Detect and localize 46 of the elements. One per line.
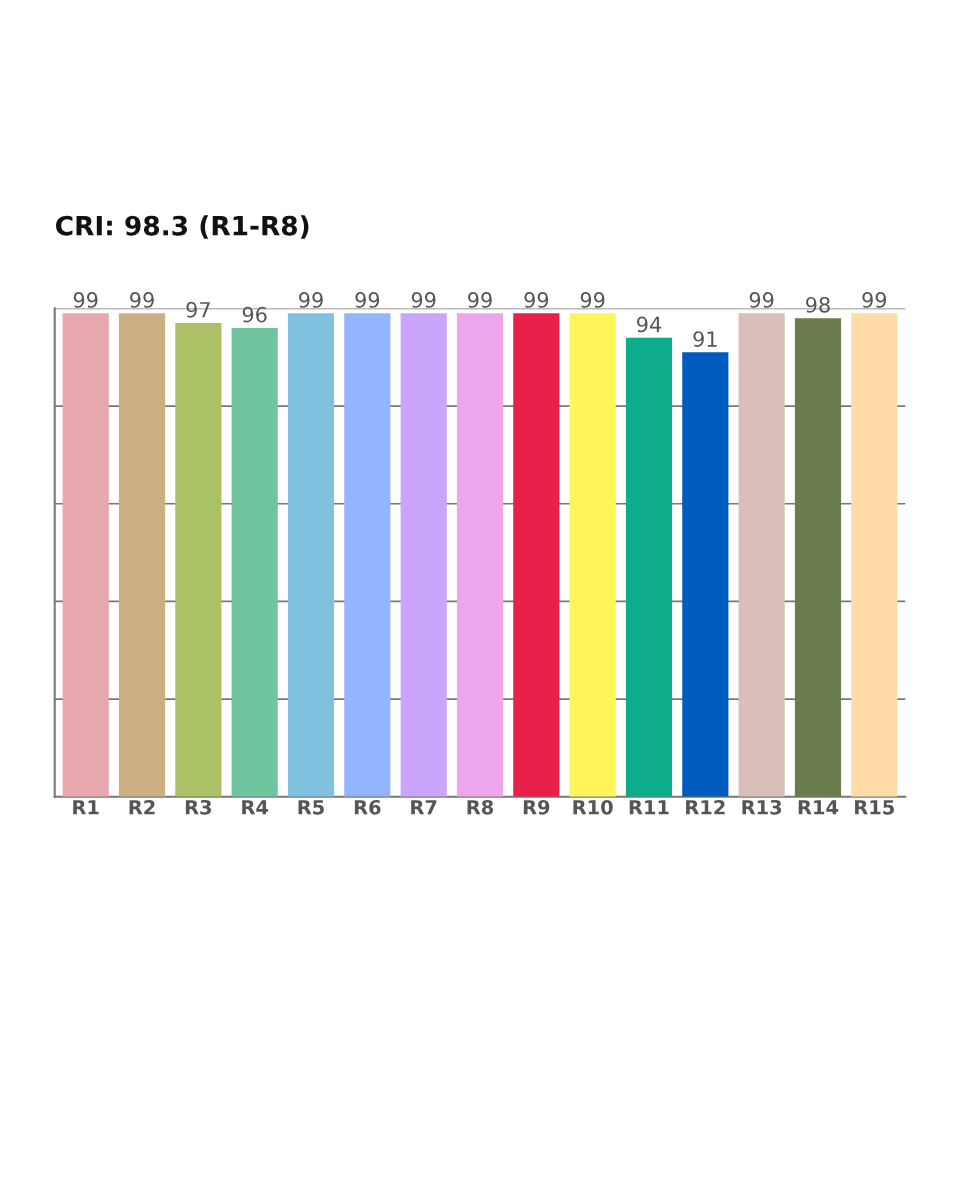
x-tick-label: R9 (523, 799, 550, 815)
data-label: 94 (637, 316, 662, 333)
data-label: 96 (242, 306, 267, 323)
x-tick-label: R8 (467, 799, 494, 815)
bar (851, 313, 898, 797)
x-tick-label: R12 (686, 799, 725, 815)
data-label: 99 (73, 292, 98, 308)
data-label: 91 (693, 331, 717, 347)
bar (287, 313, 335, 797)
x-tick-label: R10 (573, 799, 613, 815)
data-label: 99 (580, 292, 605, 308)
x-tick-label: R4 (242, 800, 269, 815)
x-tick-label: R14 (798, 800, 839, 815)
bar (682, 352, 729, 797)
chart-title: CRI: 98.3 (R1-R8) (56, 215, 309, 239)
x-tick-label: R11 (629, 800, 669, 815)
x-tick-label: R7 (411, 800, 437, 815)
bar (400, 313, 447, 797)
data-label: 99 (130, 292, 154, 308)
bar (569, 313, 616, 797)
x-tick-label: R13 (742, 799, 782, 815)
data-label: 99 (862, 292, 887, 308)
x-tick-label: R15 (855, 800, 894, 815)
data-label: 99 (524, 292, 549, 308)
bar (625, 337, 673, 797)
x-tick-label: R6 (354, 799, 381, 815)
x-tick-label: R5 (298, 800, 324, 815)
bar (231, 327, 278, 797)
data-label: 99 (355, 292, 380, 308)
bar (456, 313, 504, 797)
x-tick-label: R3 (185, 799, 212, 815)
data-label: 99 (749, 292, 774, 308)
data-label: 99 (411, 292, 436, 308)
bar (794, 318, 842, 797)
data-label: 99 (468, 292, 492, 308)
x-tick-label: R2 (129, 799, 155, 815)
bar (118, 313, 166, 797)
bar (62, 313, 109, 797)
bar (513, 313, 560, 797)
bar (344, 313, 391, 797)
bar (738, 313, 785, 797)
bar (175, 323, 222, 797)
x-tick-label: R1 (73, 800, 99, 815)
data-label: 98 (806, 296, 830, 313)
data-label: 97 (186, 301, 210, 318)
data-label: 99 (299, 292, 323, 308)
